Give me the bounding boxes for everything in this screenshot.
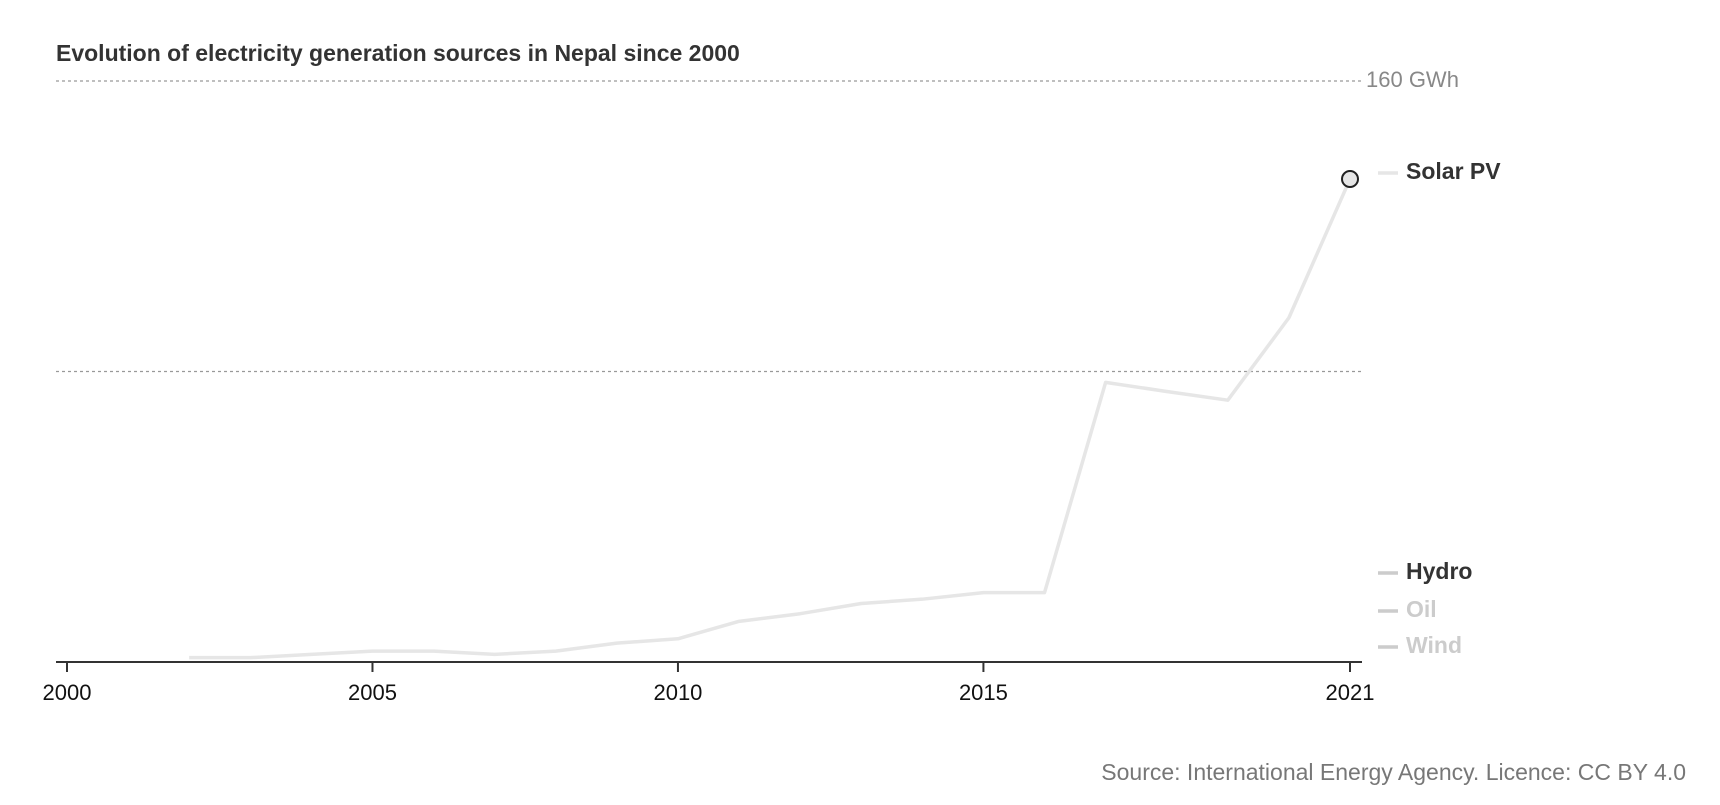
legend-label: Oil bbox=[1406, 596, 1437, 622]
legend-label: Solar PV bbox=[1406, 158, 1501, 184]
x-tick-label: 2021 bbox=[1326, 680, 1375, 705]
data-line bbox=[189, 178, 1352, 660]
chart-title: Evolution of electricity generation sour… bbox=[56, 40, 740, 66]
x-tick-label: 2000 bbox=[43, 680, 92, 705]
end-marker bbox=[1341, 170, 1359, 189]
x-tick-label: 2010 bbox=[653, 680, 702, 705]
x-tick-label: 2015 bbox=[959, 680, 1008, 705]
legend-label: Wind bbox=[1406, 632, 1462, 658]
x-tick-label: 2005 bbox=[348, 680, 397, 705]
source-note: Source: International Energy Agency. Lic… bbox=[1101, 759, 1686, 785]
y-tick-label: 160 GWh bbox=[1366, 67, 1459, 92]
legend-label: Hydro bbox=[1406, 558, 1472, 584]
